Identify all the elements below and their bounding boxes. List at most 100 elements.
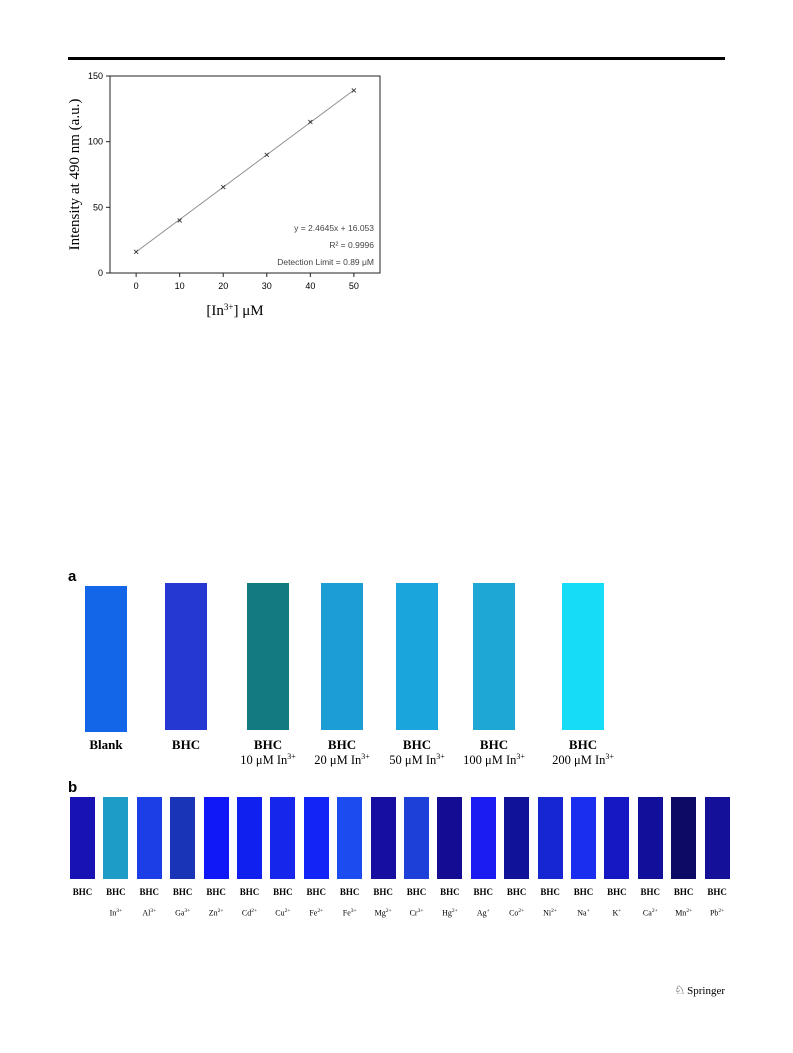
panel-b-strip-14 (537, 797, 563, 879)
panel-a-strip-2 (247, 583, 289, 730)
panel-b-label-1: BHC (106, 887, 126, 897)
panel-b-strip-9 (370, 797, 396, 879)
panel-a-conc-5: 100 μM In3+ (463, 752, 525, 768)
panel-b-ion-16: K+ (612, 908, 622, 918)
panel-a-strip-0 (85, 586, 127, 732)
panel-b-ion-14: Ni2+ (543, 908, 558, 918)
panel-b-ion-19: Pb2+ (709, 908, 725, 918)
panel-b-label-17: BHC (640, 887, 661, 897)
panel-b-strip-1 (103, 797, 129, 879)
panel-b-ion-6: Cu2+ (275, 908, 291, 918)
panel-b-ion-2: Al3+ (142, 908, 157, 918)
panel-a-strip-3 (321, 583, 363, 730)
panel-b-strip-13 (504, 797, 530, 879)
panel-a-label-0: Blank (89, 737, 123, 752)
panel-a-label-4: BHC (402, 737, 432, 752)
panel-b-label-7: BHC (306, 887, 327, 897)
x-axis-label: [In3+] μM (206, 302, 263, 319)
panel-a-strip-1 (165, 583, 207, 730)
panel-a-letter: a (68, 568, 77, 585)
panel-b-strip-6 (270, 797, 296, 879)
panel-b-strip-12 (470, 797, 496, 879)
panel-b-label-14: BHC (540, 887, 560, 897)
panel-b-ion-8: Fe3+ (342, 908, 357, 918)
panel-b-label-2: BHC (139, 887, 160, 897)
panel-b-label-11: BHC (440, 887, 460, 897)
data-point-2-b (220, 184, 226, 190)
panel-b-ion-5: Cd2+ (241, 908, 258, 918)
panel-a-strip-4 (396, 583, 438, 730)
panel-b-ion-13: Co2+ (509, 908, 525, 918)
panel-b-strip-3 (170, 797, 196, 879)
panel-b-strip-16 (604, 797, 630, 879)
panel-b-ion-12: Ag+ (476, 908, 490, 918)
panel-a-label-5: BHC (479, 737, 509, 752)
panel-b-label-3: BHC (172, 887, 193, 897)
panel-b-label-19: BHC (707, 887, 727, 897)
panel-b-ion-10: Cr3+ (409, 908, 424, 918)
plot-frame (109, 75, 381, 274)
panel-b-label-0: BHC (72, 887, 93, 897)
x-tick-label-3: 30 (262, 281, 272, 291)
y-tick-label-0: 0 (98, 268, 103, 278)
panel-b-strip-2 (136, 797, 162, 879)
data-point-4-b (308, 119, 313, 125)
panel-a-conc-2: 10 μM In3+ (240, 752, 296, 768)
panel-b-strip-19 (704, 797, 730, 879)
panel-b-ion-18: Mn2+ (675, 908, 693, 918)
x-tick-label-4: 40 (305, 281, 315, 291)
x-tick-label-1: 10 (175, 281, 185, 291)
annotation-2: Detection Limit = 0.89 μM (277, 257, 374, 267)
annotation-0: y = 2.4645x + 16.053 (294, 223, 374, 233)
panel-b-label-9: BHC (373, 887, 393, 897)
x-tick-label-5: 50 (349, 281, 359, 291)
panel-b-strip-15 (571, 797, 596, 879)
panel-b-ion-15: Na+ (577, 908, 590, 918)
publisher-name: Springer (687, 985, 725, 997)
panel-b-letter: b (68, 779, 78, 796)
panel-b-label-12: BHC (473, 887, 494, 897)
panel-b-strip-7 (303, 797, 329, 879)
panel-a-conc-4: 50 μM In3+ (389, 752, 445, 768)
panel-b-strip-8 (337, 797, 363, 879)
panel-b-strip-11 (437, 797, 463, 879)
panel-b-label-5: BHC (239, 887, 260, 897)
panel-b-label-13: BHC (506, 887, 527, 897)
panel-b-strip-17 (637, 797, 663, 879)
y-tick-label-2: 100 (88, 137, 103, 147)
panel-b-label-8: BHC (339, 887, 360, 897)
panel-b-ion-3: Ga3+ (175, 908, 191, 918)
publisher-footer: ♘ Springer (674, 983, 725, 997)
data-point-3-b (264, 152, 270, 158)
panel-a-strip-6 (562, 583, 604, 730)
y-tick-label-1: 50 (93, 202, 103, 212)
panel-b-strip-10 (404, 797, 429, 879)
panel-a-conc-3: 20 μM In3+ (314, 752, 370, 768)
panel-b-label-15: BHC (573, 887, 594, 897)
data-point-5-b (351, 88, 357, 93)
panel-b-ion-7: Fe2+ (309, 908, 324, 918)
panel-b-ion-4: Zn2+ (208, 908, 224, 918)
panel-a-strip-5 (473, 583, 515, 730)
panel-b-ion-11: Hg2+ (442, 908, 458, 918)
springer-horse-icon: ♘ (674, 983, 686, 997)
panel-b-label-18: BHC (673, 887, 694, 897)
panel-b-label-16: BHC (607, 887, 627, 897)
panel-b-strip-18 (671, 797, 697, 879)
x-tick-label-2: 20 (218, 281, 228, 291)
panel-a-label-3: BHC (327, 737, 357, 752)
panel-b-ion-9: Mg2+ (374, 908, 392, 918)
panel-b-strip-4 (203, 797, 229, 879)
y-tick-label-3: 150 (88, 71, 103, 81)
header-rule (68, 57, 725, 60)
data-point-0-b (133, 249, 139, 255)
fit-line (135, 89, 355, 253)
data-point-1-b (177, 218, 182, 223)
annotation-1: R² = 0.9996 (329, 240, 374, 250)
panel-a-label-1: BHC (171, 737, 201, 752)
panel-b-ion-1: In3+ (109, 908, 123, 918)
panel-b-ion-17: Ca2+ (642, 908, 658, 918)
calibration-chart: 0 10 20 30 40 50 0 50 100 150 y = 2.4645x + 16.053… (67, 71, 381, 319)
panel-b-label-10: BHC (406, 887, 427, 897)
panel-a-label-6: BHC (568, 737, 598, 752)
